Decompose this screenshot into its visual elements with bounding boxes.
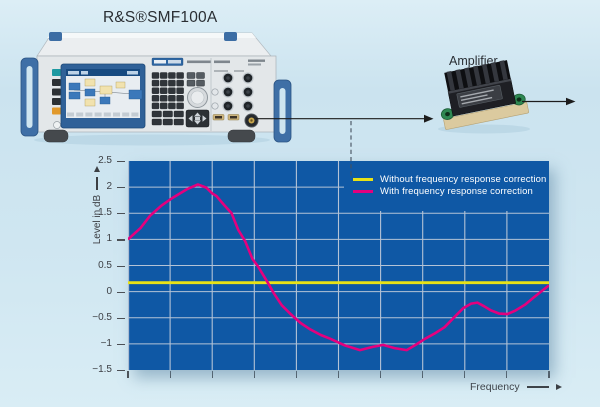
legend-label: Without frequency response correction bbox=[380, 173, 547, 185]
generator-lid-cap-left bbox=[49, 32, 62, 41]
y-tick-label: −0.5 bbox=[92, 311, 112, 323]
screen-softkeys bbox=[67, 112, 139, 117]
x-tick-mark bbox=[422, 370, 424, 378]
arrow-head-icon bbox=[566, 97, 576, 106]
generator-lid-cap-right bbox=[224, 32, 237, 41]
y-tick-mark bbox=[117, 317, 125, 319]
rotary-knob bbox=[187, 87, 208, 108]
arrow-head-icon bbox=[424, 114, 434, 123]
legend-row-with-correction: With frequency response correction bbox=[353, 185, 549, 197]
generator-handle-right bbox=[273, 79, 292, 143]
panel-text-line bbox=[187, 60, 211, 64]
amplifier-output-center bbox=[516, 97, 522, 102]
generator-front-panel bbox=[36, 55, 277, 133]
screen-block-diagram bbox=[68, 78, 143, 107]
series-with-correction-curve bbox=[128, 183, 549, 352]
x-tick-mark bbox=[295, 370, 297, 378]
generator-screen bbox=[60, 63, 146, 129]
y-axis-title-text: Level in dB bbox=[91, 194, 103, 245]
x-tick-mark bbox=[211, 370, 213, 378]
amplifier-illustration bbox=[440, 60, 529, 130]
generator-lid-highlight bbox=[47, 33, 256, 38]
amplifier-body-highlight bbox=[448, 78, 512, 94]
right-arrow-icon bbox=[555, 384, 562, 390]
generator-title: R&S®SMF100A bbox=[103, 9, 218, 26]
y-axis-arrow-line bbox=[96, 176, 98, 190]
y-tick-mark bbox=[117, 239, 125, 241]
generator-foot-left bbox=[43, 129, 69, 143]
x-axis-title-text: Frequency bbox=[470, 381, 520, 393]
chart-plot-area: Without frequency response correction Wi… bbox=[128, 161, 549, 370]
x-tick-mark bbox=[127, 370, 129, 378]
amplifier-base-plate bbox=[443, 102, 529, 130]
arrow-key-cluster bbox=[185, 109, 210, 128]
y-tick-label: 1.5 bbox=[98, 207, 112, 219]
x-tick-mark bbox=[506, 370, 508, 378]
up-arrow-icon bbox=[94, 165, 100, 172]
amplifier-input-center bbox=[445, 111, 450, 117]
y-tick-label: −1 bbox=[100, 337, 112, 349]
panel-text-line bbox=[248, 63, 261, 66]
generator-shadow bbox=[34, 134, 270, 146]
x-tick-mark bbox=[253, 370, 255, 378]
y-tick-label: 1 bbox=[106, 233, 112, 245]
y-tick-mark bbox=[117, 265, 125, 267]
x-axis-title: Frequency bbox=[470, 381, 562, 393]
y-tick-label: 0.5 bbox=[98, 259, 112, 271]
legend-label: With frequency response correction bbox=[380, 185, 533, 197]
legend-row-without-correction: Without frequency response correction bbox=[353, 173, 549, 185]
chart-legend: Without frequency response correction Wi… bbox=[344, 161, 549, 211]
y-tick-mark bbox=[117, 291, 125, 293]
signal-generator-illustration bbox=[20, 32, 292, 143]
amplifier-body bbox=[447, 78, 517, 117]
x-tick-mark bbox=[380, 370, 382, 378]
amplifier-output-connector bbox=[512, 93, 526, 106]
brand-logo bbox=[151, 57, 265, 66]
power-button bbox=[53, 121, 61, 129]
x-tick-mark bbox=[337, 370, 340, 378]
panel-text-line bbox=[248, 59, 265, 62]
y-tick-mark bbox=[117, 343, 125, 346]
legend-swatch-yellow bbox=[353, 177, 373, 181]
generator-connectors bbox=[211, 70, 259, 128]
y-tick-label: 0 bbox=[106, 285, 112, 297]
panel-text-line bbox=[214, 60, 230, 64]
bnc-connectors bbox=[222, 72, 254, 112]
x-axis-arrow-line bbox=[526, 386, 549, 388]
generator-foot-right bbox=[227, 129, 256, 143]
y-tick-label: 2 bbox=[106, 181, 112, 193]
usb-ports bbox=[212, 114, 240, 121]
generator-keypad bbox=[151, 72, 205, 126]
generator-top-lid bbox=[36, 32, 272, 57]
x-tick-mark bbox=[169, 370, 171, 378]
y-tick-mark bbox=[117, 161, 125, 163]
y-tick-label: 2.5 bbox=[98, 155, 112, 166]
amplifier-label-plate bbox=[456, 84, 503, 108]
y-tick-label: −1.5 bbox=[92, 364, 112, 375]
x-tick-mark bbox=[464, 370, 466, 378]
legend-swatch-magenta bbox=[353, 189, 373, 193]
amplifier-input-connector bbox=[440, 108, 455, 120]
y-tick-mark bbox=[117, 187, 125, 189]
generator-left-keys bbox=[52, 69, 61, 129]
amplifier-shadow bbox=[438, 124, 530, 134]
x-tick-mark bbox=[548, 370, 550, 378]
amplifier-label: Amplifier bbox=[449, 54, 498, 68]
y-tick-mark bbox=[117, 213, 125, 215]
y-tick-mark bbox=[117, 370, 125, 372]
generator-handle-left bbox=[20, 57, 39, 137]
rf-output-connector bbox=[244, 113, 259, 128]
y-axis-title: Level in dB bbox=[90, 153, 104, 257]
